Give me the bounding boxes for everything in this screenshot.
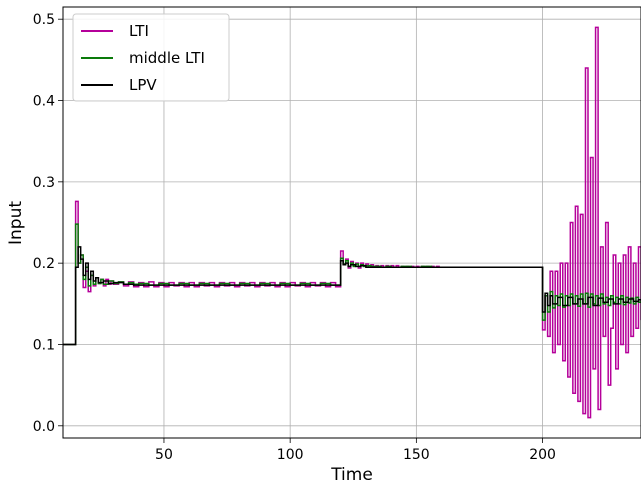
x-tick-label: 200 (529, 447, 556, 463)
series-line-lpv (63, 246, 641, 346)
x-tick-label: 100 (277, 447, 304, 463)
x-tick-label: 50 (155, 447, 173, 463)
y-tick-label: 0.1 (33, 337, 55, 353)
y-tick-label: 0.3 (33, 175, 55, 191)
y-tick-label: 0.4 (33, 94, 55, 110)
legend-box (72, 13, 230, 102)
series-layer (63, 26, 641, 419)
y-tick-label: 0.2 (33, 256, 55, 272)
y-axis-label: Input (6, 201, 26, 245)
ticks: 50 100 150 200 0.0 0.1 0.2 0.3 0.4 0.5 (33, 12, 556, 463)
x-axis-label: Time (330, 465, 373, 485)
y-tick-label: 0.5 (33, 12, 55, 28)
legend-label: middle LTI (129, 49, 205, 67)
x-tick-label: 150 (403, 447, 430, 463)
y-tick-label: 0.0 (33, 419, 55, 435)
x-axis-label-text: Time (330, 465, 373, 485)
legend-label: LPV (129, 76, 157, 94)
legend: LTI middle LTI LPV (72, 13, 230, 102)
y-axis-label-text: Input (6, 201, 26, 245)
plot-frame (62, 6, 641, 439)
legend-label: LTI (129, 22, 149, 40)
